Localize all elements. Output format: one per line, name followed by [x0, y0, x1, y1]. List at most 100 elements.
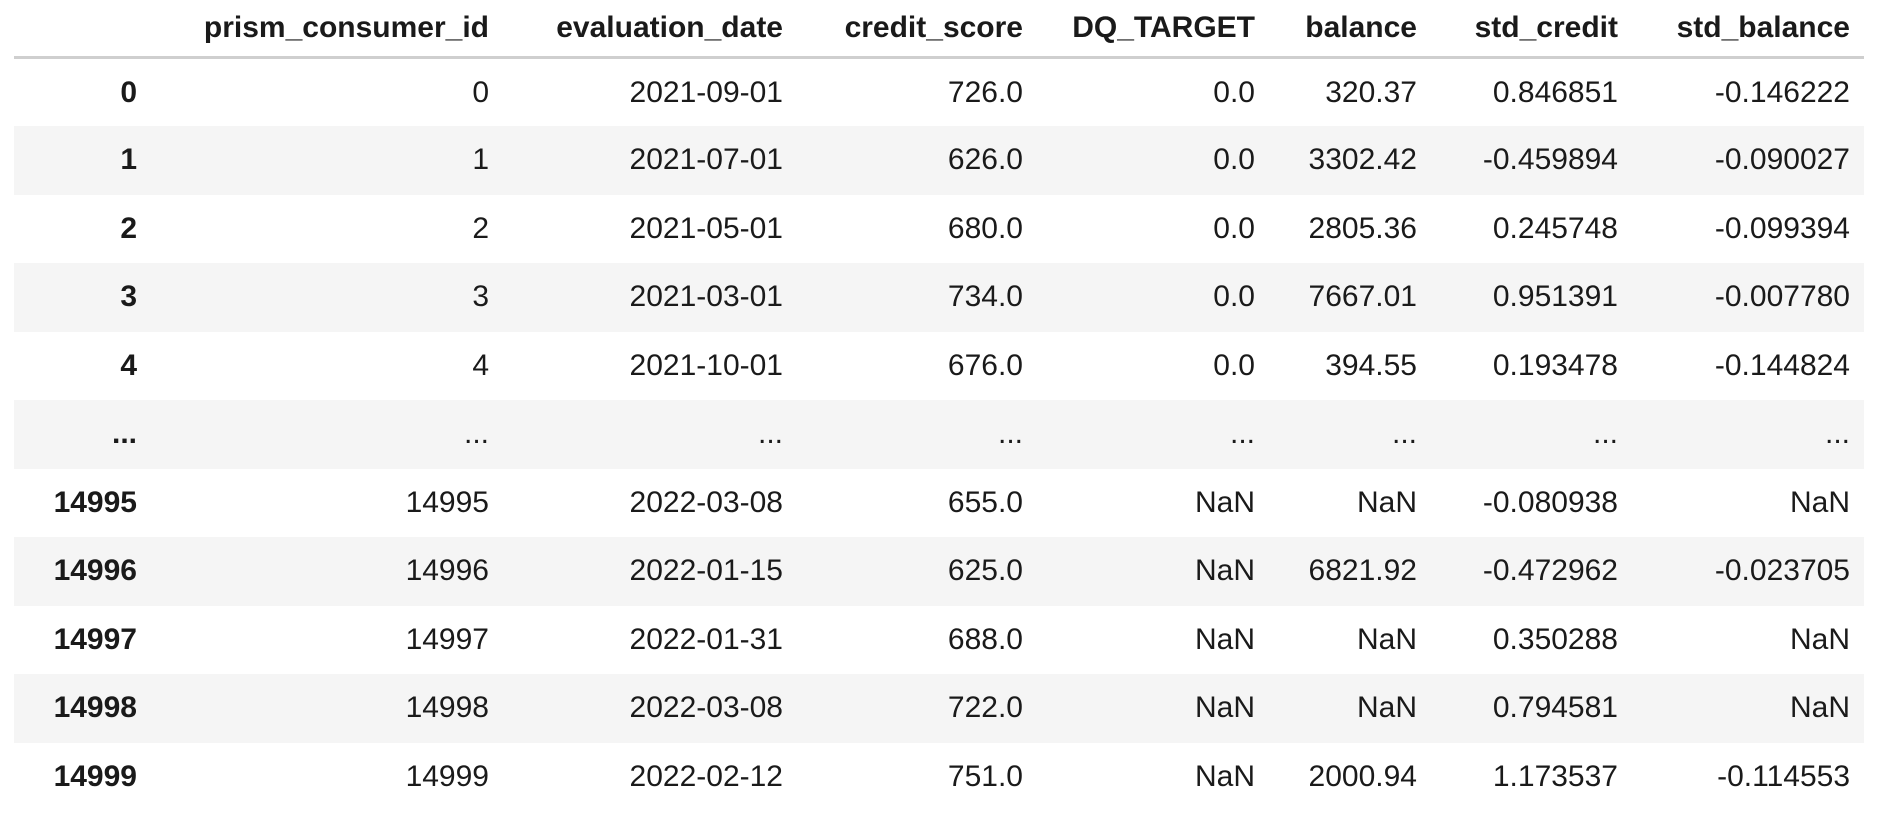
- cell-dq-target: NaN: [1194, 622, 1255, 656]
- row-index: 14997: [53, 622, 137, 656]
- cell-std-balance: -0.144824: [1714, 348, 1850, 382]
- cell-credit-score: 625.0: [947, 554, 1023, 588]
- header-row: prism_consumer_id evaluation_date credit…: [14, 0, 1864, 59]
- table-row: ........................: [14, 400, 1864, 469]
- table-row: 2 2 2021-05-01 680.0 0.0 2805.36 0.245748 -0.09…: [14, 195, 1864, 264]
- cell-std-credit: 0.846851: [1492, 75, 1618, 109]
- column-header-prism-consumer-id: prism_consumer_id: [151, 0, 503, 59]
- row-index: 14996: [53, 554, 137, 588]
- cell-prism-consumer-id: 2: [472, 211, 489, 245]
- cell-prism-consumer-id: 4: [472, 348, 489, 382]
- column-header-std-credit: std_credit: [1431, 0, 1632, 59]
- cell-std-credit: -0.459894: [1482, 143, 1618, 177]
- cell-std-balance: -0.099394: [1714, 211, 1850, 245]
- cell-std-credit: 0.951391: [1492, 280, 1618, 314]
- index-header: [14, 0, 151, 59]
- cell-dq-target: NaN: [1194, 485, 1255, 519]
- cell-std-credit: 1.173537: [1492, 759, 1618, 793]
- cell-prism-consumer-id: 0: [472, 75, 489, 109]
- cell-credit-score: ...: [997, 417, 1023, 451]
- cell-std-balance: ...: [1824, 417, 1850, 451]
- table-row: 14995 14995 2022-03-08 655.0 NaN NaN -0.080938…: [14, 469, 1864, 538]
- cell-dq-target: 0.0: [1213, 348, 1255, 382]
- cell-prism-consumer-id: 14999: [405, 759, 489, 793]
- cell-std-balance: NaN: [1789, 622, 1850, 656]
- cell-dq-target: 0.0: [1213, 280, 1255, 314]
- dataframe-table: prism_consumer_id evaluation_date credit…: [14, 0, 1864, 811]
- cell-std-balance: -0.114553: [1717, 759, 1850, 793]
- row-index: 14998: [53, 691, 137, 725]
- cell-dq-target: 0.0: [1213, 143, 1255, 177]
- cell-prism-consumer-id: 14995: [405, 485, 489, 519]
- row-index: 0: [120, 75, 137, 109]
- cell-std-balance: NaN: [1789, 691, 1850, 725]
- cell-prism-consumer-id: 14997: [405, 622, 489, 656]
- cell-dq-target: ...: [1229, 417, 1255, 451]
- cell-std-credit: 0.794581: [1492, 691, 1618, 725]
- cell-std-credit: 0.245748: [1492, 211, 1618, 245]
- cell-prism-consumer-id: ...: [463, 417, 489, 451]
- cell-balance: 7667.01: [1308, 280, 1417, 314]
- cell-balance: 2000.94: [1308, 759, 1417, 793]
- cell-credit-score: 655.0: [947, 485, 1023, 519]
- row-index: 2: [120, 211, 137, 245]
- column-header-std-balance: std_balance: [1632, 0, 1864, 59]
- cell-prism-consumer-id: 14996: [405, 554, 489, 588]
- cell-balance: NaN: [1356, 691, 1417, 725]
- cell-std-balance: -0.146222: [1714, 75, 1850, 109]
- table-body: 0 0 2021-09-01 726.0 0.0 320.37 0.846851 -0.146…: [14, 58, 1864, 812]
- cell-std-balance: -0.023705: [1714, 554, 1850, 588]
- cell-prism-consumer-id: 14998: [405, 691, 489, 725]
- cell-credit-score: 734.0: [947, 280, 1023, 314]
- table-row: 14999 14999 2022-02-12 751.0 NaN 2000.94 1.173…: [14, 743, 1864, 812]
- cell-prism-consumer-id: 1: [472, 143, 489, 177]
- cell-balance: 3302.42: [1308, 143, 1417, 177]
- table-row: 4 4 2021-10-01 676.0 0.0 394.55 0.193478 -0.144…: [14, 332, 1864, 401]
- cell-evaluation-date: 2022-03-08: [629, 691, 783, 725]
- table-row: 3 3 2021-03-01 734.0 0.0 7667.01 0.951391 -0.00…: [14, 263, 1864, 332]
- row-index: 14999: [53, 759, 137, 793]
- table-row: 14998 14998 2022-03-08 722.0 NaN NaN 0.794581 N…: [14, 674, 1864, 743]
- cell-dq-target: 0.0: [1213, 211, 1255, 245]
- cell-dq-target: 0.0: [1213, 75, 1255, 109]
- cell-dq-target: NaN: [1194, 759, 1255, 793]
- cell-evaluation-date: 2021-05-01: [629, 211, 783, 245]
- cell-evaluation-date: 2022-03-08: [629, 485, 783, 519]
- table-row: 1 1 2021-07-01 626.0 0.0 3302.42 -0.459894 -0.0…: [14, 126, 1864, 195]
- cell-credit-score: 626.0: [947, 143, 1023, 177]
- cell-evaluation-date: 2022-02-12: [629, 759, 783, 793]
- cell-credit-score: 688.0: [947, 622, 1023, 656]
- cell-credit-score: 722.0: [947, 691, 1023, 725]
- cell-balance: ...: [1391, 417, 1417, 451]
- cell-dq-target: NaN: [1194, 554, 1255, 588]
- column-header-balance: balance: [1269, 0, 1431, 59]
- cell-std-balance: -0.090027: [1714, 143, 1850, 177]
- cell-evaluation-date: 2021-10-01: [629, 348, 783, 382]
- cell-evaluation-date: 2021-03-01: [629, 280, 783, 314]
- cell-credit-score: 680.0: [947, 211, 1023, 245]
- row-index: 14995: [53, 485, 137, 519]
- cell-std-balance: NaN: [1789, 485, 1850, 519]
- cell-std-credit: -0.472962: [1482, 554, 1618, 588]
- cell-evaluation-date: 2021-07-01: [629, 143, 783, 177]
- cell-balance: 320.37: [1325, 75, 1417, 109]
- cell-dq-target: NaN: [1194, 691, 1255, 725]
- table-row: 14997 14997 2022-01-31 688.0 NaN NaN 0.350288 N…: [14, 606, 1864, 675]
- table-header: prism_consumer_id evaluation_date credit…: [14, 0, 1864, 59]
- table-row: 0 0 2021-09-01 726.0 0.0 320.37 0.846851 -0.146…: [14, 58, 1864, 127]
- cell-evaluation-date: 2022-01-15: [629, 554, 783, 588]
- row-index: ...: [111, 417, 137, 451]
- cell-credit-score: 726.0: [947, 75, 1023, 109]
- cell-prism-consumer-id: 3: [472, 280, 489, 314]
- cell-evaluation-date: ...: [757, 417, 783, 451]
- row-index: 3: [120, 280, 137, 314]
- cell-balance: NaN: [1356, 485, 1417, 519]
- cell-balance: 394.55: [1325, 348, 1417, 382]
- cell-credit-score: 676.0: [947, 348, 1023, 382]
- cell-balance: 2805.36: [1308, 211, 1417, 245]
- cell-credit-score: 751.0: [947, 759, 1023, 793]
- row-index: 1: [120, 143, 137, 177]
- row-index: 4: [120, 348, 137, 382]
- column-header-credit-score: credit_score: [797, 0, 1037, 59]
